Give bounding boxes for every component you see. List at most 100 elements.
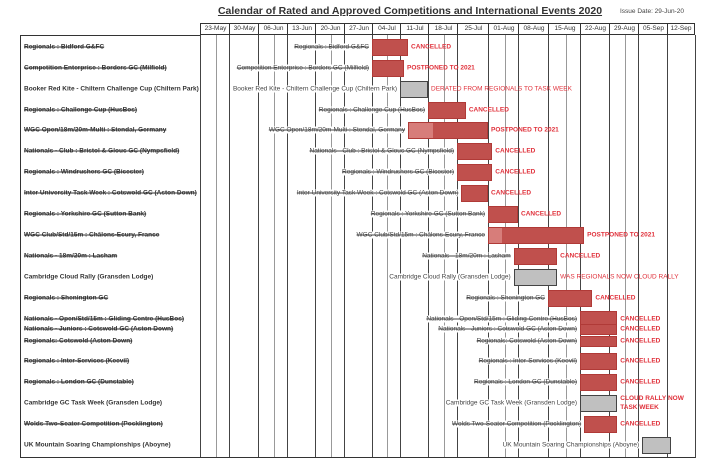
- week-gridline: [457, 35, 458, 458]
- week-header: 06-Jun: [258, 23, 288, 35]
- event-name: Regionals : Bidford G&FC: [24, 43, 105, 51]
- event-bar[interactable]: [457, 142, 493, 160]
- event-name: Cambridge GC Task Week (Gransden Lodge): [24, 399, 163, 407]
- status-label: CANCELLED: [620, 315, 661, 323]
- event-bar[interactable]: [457, 163, 493, 181]
- week-header: 29-Aug: [609, 23, 639, 35]
- event-name: WGC Club/Std/15m : Châlons-Ecury, France: [24, 231, 160, 239]
- status-label: CANCELLED: [521, 210, 562, 218]
- event-bar[interactable]: [488, 226, 585, 244]
- event-name: Regionals : Shenington GC: [24, 294, 109, 302]
- status-label: CANCELLED: [620, 337, 661, 345]
- event-name: Regionals : Windrushers GC (Bicester): [24, 168, 144, 176]
- status-line: CLOUD RALLY NOW: [620, 395, 684, 402]
- event-name: Cambridge Cloud Rally (Gransden Lodge): [24, 273, 154, 281]
- week-header: 20-Jun: [315, 23, 345, 35]
- postponed-portion: [409, 122, 434, 138]
- status-label: POSTPONED TO 2021: [587, 231, 655, 239]
- week-gridline: [428, 35, 429, 458]
- week-gridline: [518, 35, 519, 458]
- event-bar[interactable]: [584, 415, 618, 433]
- event-bar[interactable]: [513, 268, 558, 286]
- week-header: 13-Jun: [287, 23, 316, 35]
- status-label: POSTPONED TO 2021: [407, 64, 475, 72]
- status-label: CANCELLED: [620, 378, 661, 386]
- bar-label: Cambridge Cloud Rally (Gransden Lodge): [389, 273, 513, 281]
- week-gridline: [200, 35, 201, 458]
- week-gridline: [344, 35, 345, 458]
- status-label: CANCELLED: [620, 357, 661, 365]
- week-header: 27-Jun: [344, 23, 373, 35]
- event-bar[interactable]: [580, 323, 618, 335]
- week-header: 25-Jul: [457, 23, 489, 35]
- event-label-column: [20, 35, 200, 458]
- event-bar[interactable]: [580, 394, 618, 412]
- week-gridline: [258, 35, 259, 458]
- week-header: 01-Aug: [488, 23, 519, 35]
- bar-label: Booker Red Kite - Chiltern Challenge Cup…: [232, 85, 399, 93]
- status-label: CANCELLED: [468, 106, 509, 114]
- event-name: Nationals - 18m/20m : Lasham: [24, 252, 118, 260]
- status-label: WAS REGIONALS NOW CLOUD RALLY: [560, 273, 679, 281]
- bar-label: Regionals : London GC (Dunstable): [474, 378, 579, 386]
- event-name: Regionals : Yorkshire GC (Sutton Bank): [24, 210, 147, 218]
- bar-label: UK Mountain Soaring Championships (Aboyn…: [502, 441, 642, 449]
- week-gridline: [229, 35, 230, 458]
- bar-label: Nationals - Open/Std/15m : Gliding Centr…: [426, 315, 579, 323]
- status-label: CANCELLED: [595, 294, 636, 302]
- week-gridline: [580, 35, 581, 458]
- event-name: Booker Red Kite - Chiltern Challenge Cup…: [24, 85, 199, 93]
- bar-label: Regionals : Shenington GC: [466, 294, 547, 302]
- event-bar[interactable]: [580, 352, 618, 370]
- status-label: CLOUD RALLY NOW TASK WEEK: [620, 394, 684, 412]
- week-header: 08-Aug: [518, 23, 549, 35]
- postponed-portion: [489, 227, 502, 243]
- week-gridline: [315, 35, 316, 458]
- status-label: POSTPONED TO 2021: [491, 126, 559, 134]
- week-gridline: [638, 35, 639, 458]
- chart-bottom-border: [20, 457, 695, 458]
- event-name: Nationals - Juniors : Cotswold GC (Aston…: [24, 325, 174, 333]
- week-header: 23-May: [200, 23, 230, 35]
- event-bar[interactable]: [488, 205, 518, 223]
- event-bar[interactable]: [461, 184, 488, 202]
- event-bar[interactable]: [580, 335, 618, 347]
- week-gridline: [488, 35, 489, 458]
- week-gridline: [372, 35, 373, 458]
- bar-label: Nationals - Juniors : Cotswold GC (Aston…: [438, 325, 579, 333]
- bar-label: Regionals : Yorkshire GC (Sutton Bank): [370, 210, 487, 218]
- week-header: 22-Aug: [580, 23, 610, 35]
- bar-label: Inter University Task Week : Cotswold GC…: [296, 189, 461, 197]
- event-name: Regionals : London GC (Dunstable): [24, 378, 134, 386]
- event-bar[interactable]: [513, 247, 558, 265]
- status-label: CANCELLED: [491, 189, 532, 197]
- event-bar[interactable]: [408, 121, 488, 139]
- event-bar[interactable]: [428, 101, 466, 119]
- status-label: DERATED FROM REGIONALS TO TASK WEEK: [431, 85, 572, 93]
- bar-label: Regionals: Cotswold (Aston Down): [476, 337, 579, 345]
- day-gridline: [274, 35, 275, 458]
- day-gridline: [625, 35, 626, 458]
- bar-label: Nationals - 18m/20m : Lasham: [422, 252, 513, 260]
- event-bar[interactable]: [548, 289, 593, 307]
- issue-date: Issue Date: 29-Jun-20: [620, 8, 684, 15]
- bar-label: Regionals : Bidford G&FC: [294, 43, 371, 51]
- bar-label: Nationals - Club : Bristol & Glouc GC (N…: [309, 147, 456, 155]
- bar-label: Regionals : Inter-Services (Keevil): [478, 357, 579, 365]
- day-gridline: [387, 35, 388, 458]
- status-label: CANCELLED: [620, 325, 661, 333]
- status-label: CANCELLED: [411, 43, 452, 51]
- week-header: 04-Jul: [372, 23, 401, 35]
- week-header: 11-Jul: [400, 23, 429, 35]
- event-bar[interactable]: [372, 59, 404, 77]
- event-bar[interactable]: [580, 373, 618, 391]
- bar-label: Competition Enterprise : Borders GC (Mil…: [236, 64, 371, 72]
- week-gridline: [548, 35, 549, 458]
- week-header: 12-Sep: [667, 23, 695, 35]
- event-bar[interactable]: [400, 80, 428, 98]
- event-bar[interactable]: [642, 436, 671, 454]
- week-header: 18-Jul: [428, 23, 458, 35]
- day-gridline: [331, 35, 332, 458]
- bar-label: WGC Club/Std/15m : Châlons-Ecury, France: [356, 231, 487, 239]
- event-bar[interactable]: [372, 38, 408, 56]
